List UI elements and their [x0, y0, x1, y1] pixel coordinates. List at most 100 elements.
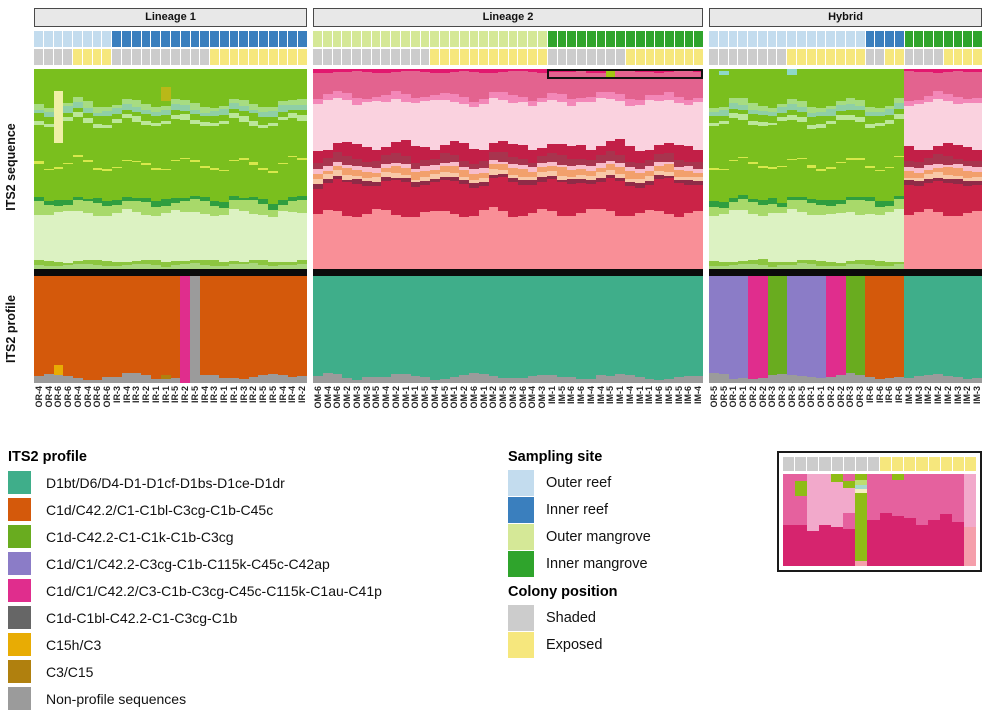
sequence-segment — [73, 69, 83, 97]
sample-label: OR-4 — [72, 386, 83, 408]
sequence-segment — [693, 177, 703, 182]
sequence-segment — [478, 103, 489, 151]
sequence-segment — [258, 167, 268, 170]
sequence-segment — [121, 197, 132, 201]
sequence-segment — [371, 168, 382, 173]
sampling-site-row-cell-outer_reef — [82, 31, 92, 47]
sequence-segment — [199, 201, 210, 215]
profile-column — [361, 276, 372, 383]
profile-segment-purple — [718, 276, 729, 375]
sample-label: OR-1 — [806, 386, 817, 408]
sequence-segment — [767, 198, 778, 205]
sequence-segment — [556, 155, 567, 165]
sequence-segment — [53, 205, 64, 212]
sequence-segment — [391, 98, 401, 143]
sequence-segment — [962, 165, 973, 172]
sequence-segment — [229, 200, 239, 209]
sequence-segment — [718, 115, 729, 122]
sampling-site-row-cell-outer_mangrove — [420, 31, 430, 47]
legend-profile-item: C1d/C1/C42.2/C3-C1b-C3cg-C45c-C115k-C1au… — [8, 578, 382, 603]
profile-segment-teal — [391, 276, 401, 375]
inset-segment — [795, 524, 808, 566]
sequence-segment — [332, 165, 343, 171]
sequence-segment — [297, 115, 307, 121]
profile-column — [904, 276, 914, 383]
inset-column — [963, 474, 976, 566]
sample-label: OR-6 — [53, 386, 64, 408]
profile-segment-nonprofile — [796, 376, 807, 383]
sequence-segment — [112, 119, 122, 123]
sampling-site-row-cell-inner_reef — [210, 31, 219, 47]
sampling-site-row-cell-outer_mangrove — [401, 31, 410, 47]
profile-segment-teal — [352, 276, 362, 380]
sequence-segment — [112, 104, 122, 109]
sequence-segment — [508, 70, 518, 96]
sequence-segment — [258, 69, 268, 107]
sequence-column — [82, 69, 93, 269]
sequence-segment — [709, 123, 719, 126]
profile-column — [709, 276, 719, 383]
sampling-site-row-cell-outer_mangrove — [342, 31, 352, 47]
profile-column — [342, 276, 352, 383]
sequence-segment — [131, 160, 142, 163]
sequence-segment — [121, 114, 132, 119]
sequence-segment — [855, 106, 865, 111]
profile-segment-purple — [738, 276, 748, 378]
sequence-segment — [826, 205, 836, 214]
sequence-segment — [34, 113, 44, 121]
sequence-column — [904, 69, 914, 269]
profile-segment-nonprofile — [258, 375, 268, 383]
sequence-segment — [199, 214, 210, 261]
sequence-segment — [43, 126, 54, 169]
sequence-segment — [835, 104, 846, 112]
profile-segment-teal — [439, 276, 450, 379]
inset-annotation-cell-exposed — [964, 457, 976, 471]
colony-position-row-cell-exposed — [816, 49, 826, 65]
sequence-segment — [757, 105, 768, 111]
legend-colony-position-items: Shaded Exposed — [508, 605, 618, 658]
sequence-segment — [634, 150, 645, 163]
sequence-column — [170, 69, 181, 269]
sequence-segment — [625, 181, 635, 187]
sequence-segment — [160, 168, 171, 170]
sequence-segment — [576, 212, 586, 269]
sequence-segment — [141, 69, 151, 105]
sequence-segment — [92, 264, 103, 269]
sequence-segment — [131, 198, 142, 202]
sequence-segment — [238, 121, 249, 158]
sequence-segment — [287, 99, 298, 105]
sequence-segment — [728, 109, 739, 114]
sequence-segment — [190, 109, 200, 115]
profile-segment-nonprofile — [313, 375, 323, 383]
sampling-site-row-cell-outer_reef — [777, 31, 787, 47]
sequence-segment — [332, 175, 343, 180]
profile-segment-nonprofile — [816, 377, 826, 383]
sequence-segment — [547, 153, 557, 163]
sequence-segment — [238, 69, 249, 101]
sequence-segment — [141, 198, 151, 203]
sequence-segment — [141, 110, 151, 115]
sequence-segment — [884, 167, 895, 169]
sequence-segment — [508, 167, 518, 176]
profile-segment-nonprofile — [673, 376, 684, 383]
sequence-column — [478, 69, 489, 269]
sequence-segment — [439, 210, 450, 269]
profile-segment-nonprofile — [777, 374, 787, 383]
profile-column — [219, 276, 229, 383]
sequence-segment — [796, 263, 807, 269]
sequence-segment — [219, 171, 229, 203]
sequence-segment — [53, 168, 64, 200]
legend-colony-swatch — [508, 632, 534, 658]
sample-label: IR-2 — [297, 386, 308, 404]
sequence-segment — [806, 124, 817, 129]
sequence-segment — [219, 202, 229, 208]
sequence-segment — [865, 168, 875, 197]
profile-segment-orange — [141, 276, 151, 376]
profile-column — [595, 276, 606, 383]
inset-segment — [831, 527, 844, 566]
sequence-segment — [112, 212, 122, 262]
sequence-segment — [151, 116, 161, 124]
sequence-segment — [488, 143, 499, 153]
sequence-column — [277, 69, 288, 269]
sequence-column — [459, 69, 469, 269]
